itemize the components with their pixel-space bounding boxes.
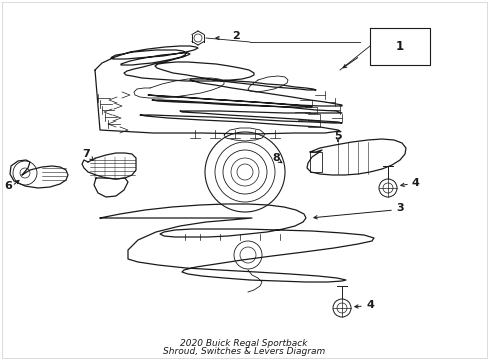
Text: 4: 4	[366, 300, 373, 310]
Text: 8: 8	[271, 153, 279, 163]
Text: 4: 4	[410, 178, 418, 188]
Text: 5: 5	[333, 131, 341, 141]
Text: 3: 3	[395, 203, 403, 213]
Text: 2: 2	[231, 31, 239, 41]
Text: 2020 Buick Regal Sportback: 2020 Buick Regal Sportback	[180, 339, 307, 348]
Text: 6: 6	[4, 181, 12, 191]
Text: Shroud, Switches & Levers Diagram: Shroud, Switches & Levers Diagram	[163, 347, 325, 356]
Text: 7: 7	[82, 149, 90, 159]
Text: 1: 1	[395, 40, 403, 54]
